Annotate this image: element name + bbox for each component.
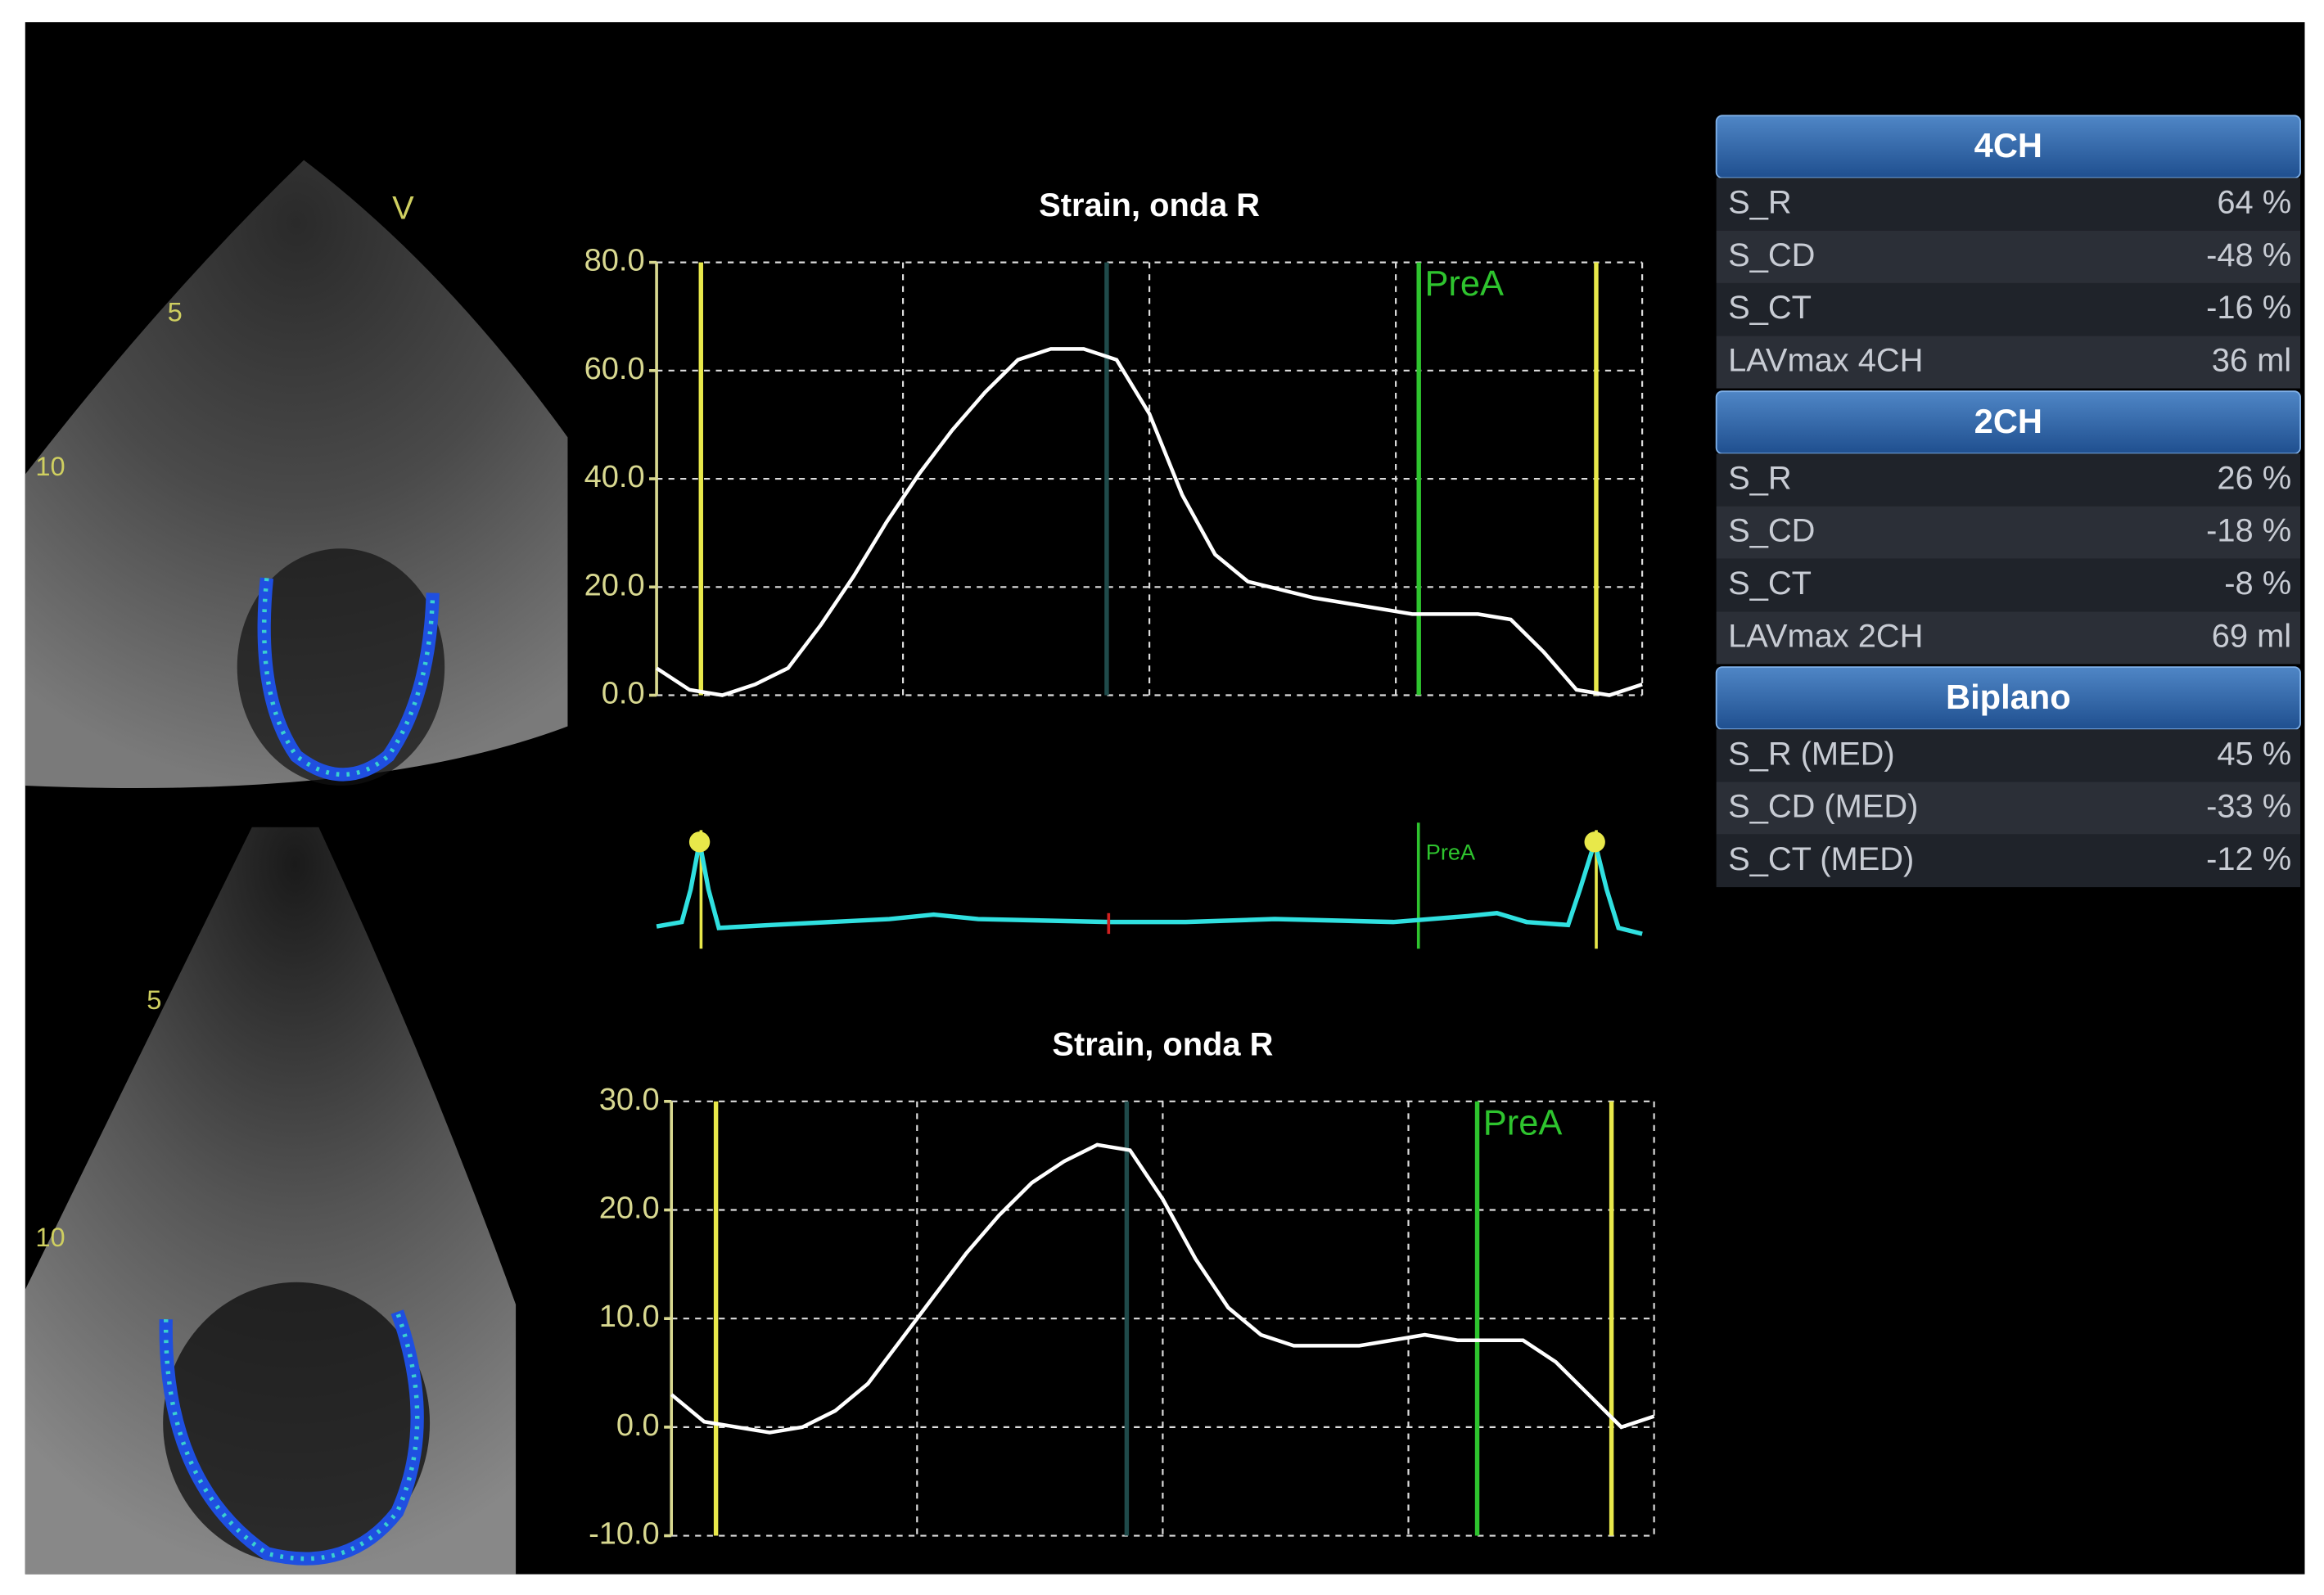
row-label: S_CT [1728, 290, 1812, 326]
table-row [1716, 782, 2301, 835]
ecg-trace [656, 833, 1643, 936]
y-tick-label: 30.0 [599, 1083, 660, 1117]
row-value: -12 % [2206, 841, 2291, 877]
section-title: 2CH [1974, 402, 2042, 440]
table-row [1716, 178, 2301, 231]
chart-title: Strain, onda R [1039, 187, 1260, 223]
row-label: LAVmax 4CH [1728, 342, 1923, 378]
table-row [1716, 558, 2301, 612]
y-tick-label: 80.0 [584, 244, 645, 278]
row-label: S_CD [1728, 513, 1815, 549]
contour-dots [262, 578, 435, 777]
echo-cavity [237, 548, 445, 786]
marker-label: PreA [1483, 1103, 1563, 1142]
y-tick-label: 60.0 [584, 352, 645, 386]
table-row [1716, 506, 2301, 559]
depth-label: 5 [147, 984, 161, 1015]
table-row [1716, 282, 2301, 336]
row-value: -8 % [2224, 565, 2291, 602]
depth-label: 10 [35, 1222, 65, 1252]
row-value: -48 % [2206, 237, 2291, 273]
results-panel: 4CH S_R 64 % S_CD -48 % S_CT -16 % LAVmax 4CH 36… [1715, 115, 2301, 888]
section-title: Biplano [1946, 678, 2071, 716]
y-tick-label: 10.0 [599, 1300, 660, 1334]
row-value: 45 % [2217, 736, 2291, 772]
row-value: 36 ml [2212, 342, 2291, 378]
row-value: -16 % [2206, 290, 2291, 326]
row-label: S_CD (MED) [1728, 789, 1918, 825]
chart-title: Strain, onda R [1052, 1026, 1273, 1062]
y-tick-label: 0.0 [616, 1408, 660, 1443]
echo-cavity [163, 1282, 431, 1564]
table-row [1716, 336, 2301, 389]
y-tick-label: 20.0 [599, 1192, 660, 1226]
table-row [1716, 453, 2301, 507]
row-value: 26 % [2217, 460, 2291, 496]
section-title: 4CH [1974, 126, 2042, 164]
ecg-peak [1584, 831, 1605, 853]
contour-dots [164, 1311, 420, 1561]
row-label: S_CT [1728, 565, 1812, 602]
table-row [1716, 834, 2301, 888]
echo-label: V [392, 191, 414, 227]
row-label: S_R [1728, 184, 1791, 220]
y-tick-label: 40.0 [584, 460, 645, 494]
depth-label: 10 [35, 451, 65, 481]
row-value: 69 ml [2212, 618, 2291, 654]
row-label: LAVmax 2CH [1728, 618, 1923, 654]
ecg-label: PreA [1426, 839, 1476, 864]
y-tick-label: -10.0 [589, 1517, 660, 1552]
row-value: -18 % [2206, 513, 2291, 549]
table-row [1716, 729, 2301, 782]
table-row [1716, 611, 2301, 665]
marker-label: PreA [1424, 264, 1504, 304]
row-label: S_R [1728, 460, 1791, 496]
charts: Strain, onda R 0.0 20.0 40.0 60.0 80.0 PreA Str… [584, 187, 1655, 1552]
row-label: S_R (MED) [1728, 736, 1895, 772]
strain-curve [655, 347, 1643, 697]
depth-label: 5 [168, 297, 183, 327]
row-value: -33 % [2206, 789, 2291, 825]
strain-curve [670, 1142, 1655, 1435]
row-label: S_CT (MED) [1728, 841, 1914, 877]
y-tick-label: 20.0 [584, 568, 645, 602]
ecg-peak [688, 831, 711, 853]
y-tick-label: 0.0 [602, 677, 645, 711]
row-label: S_CD [1728, 237, 1815, 273]
row-value: 64 % [2217, 184, 2291, 220]
table-row [1716, 230, 2301, 283]
